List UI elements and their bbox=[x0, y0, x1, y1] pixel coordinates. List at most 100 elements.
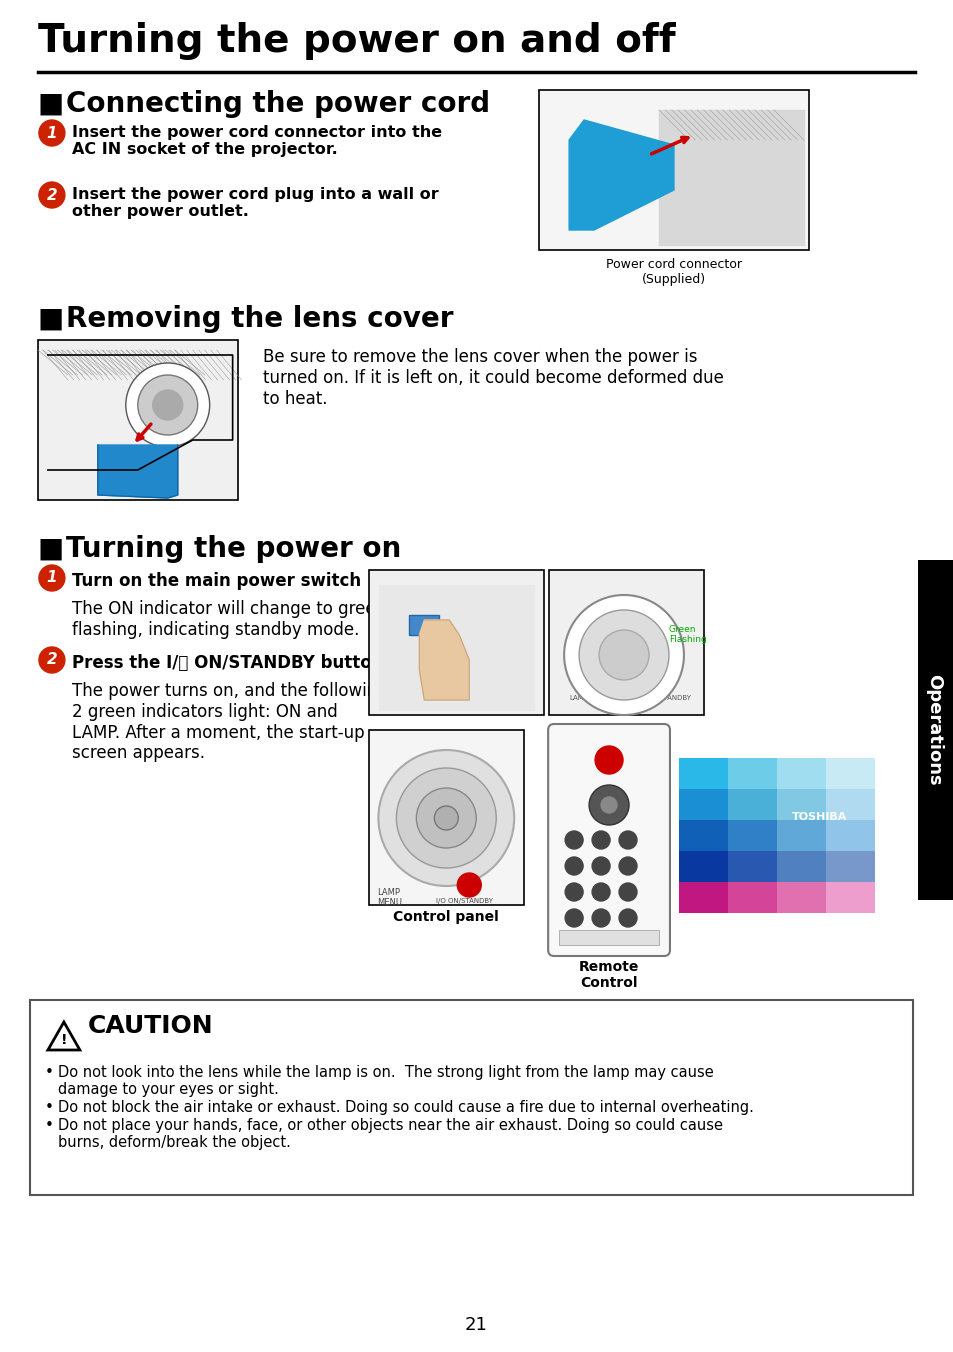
Circle shape bbox=[126, 362, 210, 448]
Bar bbox=[369, 730, 523, 904]
Bar bbox=[409, 615, 439, 635]
Circle shape bbox=[564, 909, 582, 927]
Text: Do not block the air intake or exhaust. Doing so could cause a fire due to inter: Do not block the air intake or exhaust. … bbox=[58, 1101, 753, 1115]
Polygon shape bbox=[569, 120, 673, 230]
Circle shape bbox=[592, 831, 609, 849]
Bar bbox=[825, 790, 874, 821]
Text: Operations: Operations bbox=[924, 675, 943, 786]
Text: Remote
Control: Remote Control bbox=[578, 960, 639, 990]
Bar bbox=[679, 790, 727, 821]
FancyBboxPatch shape bbox=[548, 725, 669, 956]
Bar bbox=[825, 821, 874, 850]
Circle shape bbox=[592, 883, 609, 900]
Bar bbox=[917, 560, 951, 900]
Text: LAMP: LAMP bbox=[377, 888, 400, 896]
Circle shape bbox=[456, 873, 480, 896]
Bar bbox=[727, 821, 776, 850]
Circle shape bbox=[137, 375, 197, 435]
Text: •: • bbox=[45, 1065, 53, 1080]
Text: Press the I/⏻ ON/STANDBY button.: Press the I/⏻ ON/STANDBY button. bbox=[71, 654, 390, 672]
Text: 2: 2 bbox=[47, 653, 57, 668]
Circle shape bbox=[618, 857, 637, 875]
Text: ■: ■ bbox=[38, 91, 64, 118]
Circle shape bbox=[588, 786, 628, 825]
Text: The power turns on, and the following
2 green indicators light: ON and
LAMP. Aft: The power turns on, and the following 2 … bbox=[71, 681, 387, 763]
Text: Turning the power on: Turning the power on bbox=[66, 535, 400, 562]
Text: Do not place your hands, face, or other objects near the air exhaust. Doing so c: Do not place your hands, face, or other … bbox=[58, 1118, 722, 1151]
Text: Power cord connector
(Supplied): Power cord connector (Supplied) bbox=[605, 258, 741, 287]
Circle shape bbox=[592, 909, 609, 927]
Bar bbox=[679, 882, 727, 913]
Text: 21: 21 bbox=[464, 1315, 487, 1334]
Bar bbox=[727, 882, 776, 913]
Polygon shape bbox=[419, 621, 469, 700]
Circle shape bbox=[564, 883, 582, 900]
Polygon shape bbox=[48, 1022, 80, 1051]
Bar bbox=[776, 850, 825, 882]
Circle shape bbox=[378, 750, 514, 886]
Text: Turning the power on and off: Turning the power on and off bbox=[38, 22, 675, 59]
Bar bbox=[30, 1000, 912, 1195]
Text: Insert the power cord plug into a wall or
other power outlet.: Insert the power cord plug into a wall o… bbox=[71, 187, 438, 219]
Text: TOSHIBA: TOSHIBA bbox=[791, 813, 846, 822]
Bar bbox=[776, 882, 825, 913]
Circle shape bbox=[564, 857, 582, 875]
Bar bbox=[679, 821, 727, 850]
Circle shape bbox=[578, 610, 668, 700]
Text: 1: 1 bbox=[47, 126, 57, 141]
Bar bbox=[558, 930, 659, 945]
Circle shape bbox=[564, 831, 582, 849]
Bar bbox=[727, 850, 776, 882]
Bar bbox=[776, 821, 825, 850]
Bar bbox=[554, 730, 663, 950]
Text: Turn on the main power switch: Turn on the main power switch bbox=[71, 572, 360, 589]
Bar bbox=[776, 790, 825, 821]
Circle shape bbox=[434, 806, 457, 830]
Circle shape bbox=[395, 768, 496, 868]
Text: I/O ON/STANDBY: I/O ON/STANDBY bbox=[634, 695, 690, 700]
Bar bbox=[727, 790, 776, 821]
Circle shape bbox=[39, 565, 65, 591]
Circle shape bbox=[416, 788, 476, 848]
Bar bbox=[38, 339, 237, 500]
Text: LAMP: LAMP bbox=[569, 695, 587, 700]
Text: 2: 2 bbox=[47, 188, 57, 203]
Text: Start-up screen: Start-up screen bbox=[715, 768, 837, 781]
Text: Control panel: Control panel bbox=[393, 910, 498, 923]
Text: Insert the power cord connector into the
AC IN socket of the projector.: Insert the power cord connector into the… bbox=[71, 124, 441, 157]
Circle shape bbox=[39, 183, 65, 208]
Circle shape bbox=[563, 595, 683, 715]
Bar bbox=[727, 758, 776, 790]
Bar bbox=[538, 91, 808, 250]
Circle shape bbox=[618, 831, 637, 849]
Bar bbox=[825, 758, 874, 790]
Text: •: • bbox=[45, 1101, 53, 1115]
Bar bbox=[679, 850, 727, 882]
Circle shape bbox=[618, 909, 637, 927]
Circle shape bbox=[600, 796, 617, 813]
Bar bbox=[369, 571, 543, 715]
Polygon shape bbox=[659, 110, 803, 245]
Text: Do not look into the lens while the lamp is on.  The strong light from the lamp : Do not look into the lens while the lamp… bbox=[58, 1065, 713, 1098]
Text: Green
Flashing: Green Flashing bbox=[668, 625, 706, 645]
Text: Connecting the power cord: Connecting the power cord bbox=[66, 91, 490, 118]
Bar bbox=[776, 758, 825, 790]
Polygon shape bbox=[379, 585, 534, 710]
Circle shape bbox=[595, 746, 622, 773]
Bar bbox=[825, 850, 874, 882]
Circle shape bbox=[39, 120, 65, 146]
Text: Be sure to remove the lens cover when the power is
turned on. If it is left on, : Be sure to remove the lens cover when th… bbox=[262, 347, 722, 407]
Circle shape bbox=[598, 630, 648, 680]
Bar bbox=[825, 882, 874, 913]
Bar bbox=[679, 758, 727, 790]
Text: CAUTION: CAUTION bbox=[88, 1014, 213, 1038]
Text: The ON indicator will change to green
flashing, indicating standby mode.: The ON indicator will change to green fl… bbox=[71, 600, 386, 638]
Bar bbox=[549, 571, 703, 715]
Text: ■: ■ bbox=[38, 535, 64, 562]
Text: Removing the lens cover: Removing the lens cover bbox=[66, 306, 453, 333]
Text: 1: 1 bbox=[47, 571, 57, 585]
Polygon shape bbox=[98, 445, 177, 498]
Text: I/O ON/STANDBY: I/O ON/STANDBY bbox=[436, 898, 493, 904]
Circle shape bbox=[618, 883, 637, 900]
Circle shape bbox=[152, 389, 183, 420]
